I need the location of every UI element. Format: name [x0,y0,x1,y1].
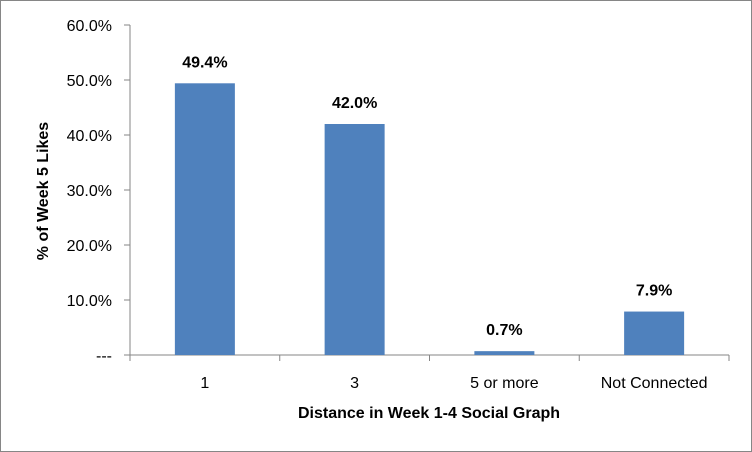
y-tick-label: --- [96,348,112,365]
x-axis: 1 3 5 or more Not Connected [124,354,730,392]
data-label: 42.0% [332,95,377,112]
y-axis-title: % of Week 5 Likes [35,122,52,261]
bars [174,83,685,356]
x-tick-label: 5 or more [470,375,539,392]
data-label: 0.7% [486,322,522,339]
y-tick-label: 60.0% [67,18,112,35]
x-tick-label: 3 [350,375,359,392]
data-label: 7.9% [636,283,672,300]
bar [624,311,685,355]
y-axis: --- 10.0% 20.0% 30.0% 40.0% 50.0% 60.0% [67,18,131,365]
y-tick-label: 30.0% [67,183,112,200]
y-tick-label: 20.0% [67,238,112,255]
y-tick-label: 10.0% [67,293,112,310]
bar [324,124,385,355]
bar [174,83,235,356]
y-tick-label: 40.0% [67,128,112,145]
x-axis-title: Distance in Week 1-4 Social Graph [298,405,560,422]
data-labels: 49.4% 42.0% 0.7% 7.9% [182,54,672,339]
y-tick-label: 50.0% [67,73,112,90]
x-tick-label: Not Connected [601,375,708,392]
data-label: 49.4% [182,54,227,71]
x-tick-label: 1 [200,375,209,392]
bar [474,351,535,355]
